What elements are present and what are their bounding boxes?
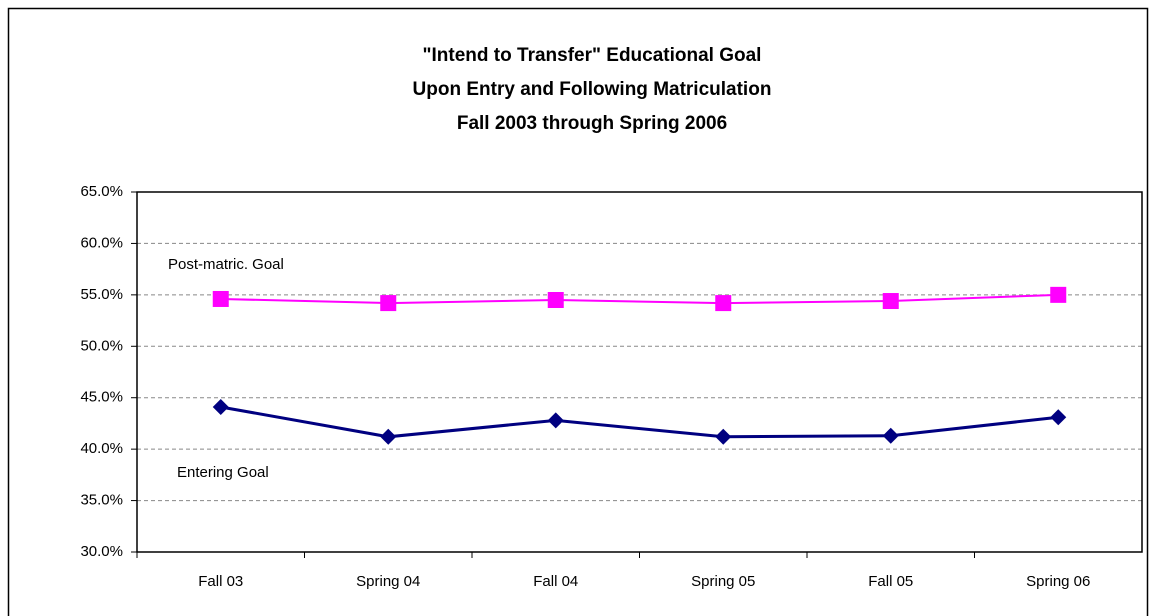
series-label: Post-matric. Goal: [168, 256, 284, 273]
y-tick-label: 50.0%: [80, 337, 123, 354]
x-tick-label: Fall 04: [533, 573, 578, 590]
series-line: [220, 405, 1059, 439]
y-tick-label: 30.0%: [80, 543, 123, 560]
marker: [380, 295, 397, 312]
chart-title: Upon Entry and Following Matriculation: [413, 79, 772, 100]
marker: [715, 428, 732, 445]
marker: [882, 427, 899, 444]
marker: [212, 398, 229, 415]
series-line: [220, 293, 1059, 305]
chart-title: "Intend to Transfer" Educational Goal: [423, 45, 762, 66]
y-tick-label: 55.0%: [80, 286, 123, 303]
chart-frame: [7, 7, 1149, 616]
marker: [212, 290, 229, 307]
marker: [882, 293, 899, 310]
y-tick-label: 40.0%: [80, 440, 123, 457]
series-label: Entering Goal: [177, 464, 269, 481]
y-tick-label: 65.0%: [80, 183, 123, 200]
y-tick-label: 35.0%: [80, 492, 123, 509]
marker: [1050, 286, 1067, 303]
marker: [1050, 409, 1067, 426]
marker: [715, 295, 732, 312]
x-tick-label: Fall 05: [868, 573, 913, 590]
chart-title: Fall 2003 through Spring 2006: [457, 113, 727, 134]
x-tick-label: Spring 06: [1026, 573, 1090, 590]
marker: [380, 428, 397, 445]
marker: [547, 292, 564, 308]
y-tick-label: 60.0%: [80, 234, 123, 251]
x-tick-label: Spring 05: [691, 573, 755, 590]
y-tick-label: 45.0%: [80, 389, 123, 406]
x-tick-label: Spring 04: [356, 573, 420, 590]
x-tick-label: Fall 03: [198, 573, 243, 590]
marker: [547, 412, 564, 429]
